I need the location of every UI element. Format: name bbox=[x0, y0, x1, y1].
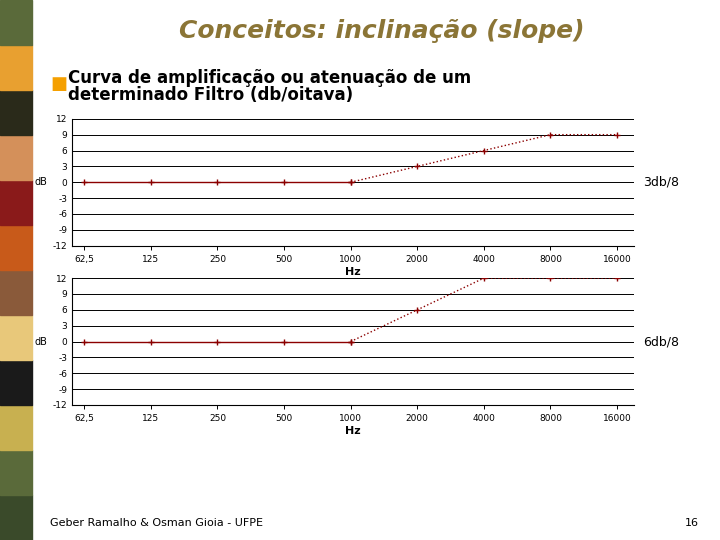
Bar bbox=[0, 45, 32, 90]
Text: determinado Filtro (db/oitava): determinado Filtro (db/oitava) bbox=[68, 85, 354, 104]
Bar bbox=[0, 0, 32, 45]
Text: Conceitos: inclinação (slope): Conceitos: inclinação (slope) bbox=[179, 19, 585, 43]
Bar bbox=[0, 315, 32, 360]
Bar bbox=[0, 360, 32, 405]
Y-axis label: dB: dB bbox=[35, 336, 48, 347]
X-axis label: Hz: Hz bbox=[345, 267, 361, 276]
Bar bbox=[0, 90, 32, 135]
Text: 6db/8: 6db/8 bbox=[643, 335, 679, 348]
Text: 16: 16 bbox=[685, 518, 698, 528]
Text: Geber Ramalho & Osman Gioia - UFPE: Geber Ramalho & Osman Gioia - UFPE bbox=[50, 518, 264, 528]
Text: 3db/8: 3db/8 bbox=[643, 176, 679, 189]
Text: ■: ■ bbox=[50, 75, 68, 93]
Bar bbox=[0, 180, 32, 225]
Bar bbox=[0, 225, 32, 270]
Bar bbox=[0, 405, 32, 450]
Bar bbox=[0, 450, 32, 495]
Bar bbox=[0, 495, 32, 540]
X-axis label: Hz: Hz bbox=[345, 426, 361, 436]
Y-axis label: dB: dB bbox=[35, 177, 48, 187]
Bar bbox=[0, 135, 32, 180]
Bar bbox=[0, 270, 32, 315]
Text: Curva de amplificação ou atenuação de um: Curva de amplificação ou atenuação de um bbox=[68, 69, 472, 87]
